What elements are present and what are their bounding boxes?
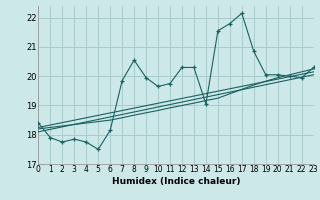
X-axis label: Humidex (Indice chaleur): Humidex (Indice chaleur) — [112, 177, 240, 186]
